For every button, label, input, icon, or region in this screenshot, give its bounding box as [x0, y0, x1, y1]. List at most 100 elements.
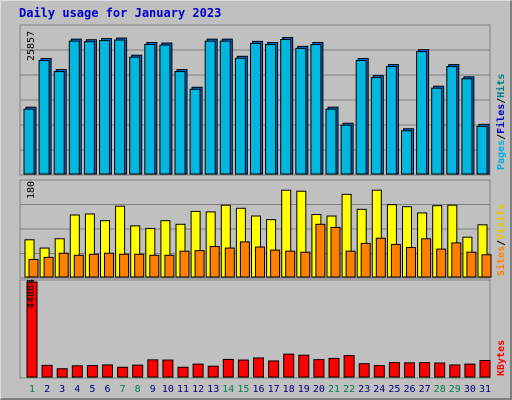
- kbytes-bar: [419, 362, 431, 378]
- day-label: 21: [328, 384, 340, 395]
- pages-bar: [325, 108, 337, 175]
- pages-bar: [310, 43, 322, 175]
- sites-bar: [73, 254, 84, 278]
- pages-bar: [174, 71, 186, 175]
- legend-sep-3: /: [496, 240, 507, 246]
- sites-bar: [360, 242, 371, 278]
- day-label: 29: [449, 384, 461, 395]
- day-label: 18: [283, 384, 295, 395]
- sites-bar: [345, 250, 356, 278]
- pages-bar: [250, 42, 261, 175]
- sites-bar: [164, 254, 175, 278]
- pages-bar: [23, 108, 35, 175]
- pages-bar: [355, 60, 367, 175]
- pages-bar: [53, 71, 65, 175]
- kbytes-bar: [147, 359, 159, 378]
- sites-bar: [406, 247, 416, 278]
- pages-bar: [340, 124, 352, 175]
- pages-bar: [219, 40, 231, 175]
- sites-bar: [255, 246, 265, 278]
- kbytes-bar: [328, 357, 340, 378]
- legend-top: Pages/Files/Hits: [495, 74, 507, 170]
- day-label: 10: [162, 384, 174, 395]
- day-label: 25: [388, 384, 400, 395]
- kbytes-bar: [237, 359, 249, 378]
- pages-bar: [476, 125, 488, 175]
- sites-bar: [421, 238, 432, 278]
- pages-bar: [114, 39, 126, 175]
- sites-bar: [330, 226, 341, 278]
- day-label: 28: [434, 384, 446, 395]
- mid-panel-bars: [24, 189, 492, 278]
- kbytes-bar: [162, 359, 174, 378]
- pages-bar: [68, 40, 80, 175]
- day-label: 3: [59, 384, 65, 395]
- sites-bar: [104, 252, 114, 278]
- sites-bar: [375, 237, 386, 278]
- sites-bar: [300, 251, 311, 278]
- chart-title: Daily usage for January 2023: [19, 6, 222, 20]
- sites-bar: [28, 258, 39, 278]
- kbytes-bar: [222, 358, 234, 378]
- kbytes-bar: [283, 353, 295, 378]
- legend-kbytes: KBytes: [496, 340, 507, 376]
- sites-bar: [209, 246, 220, 278]
- day-label: 14: [222, 384, 234, 395]
- kbytes-bar: [358, 363, 370, 378]
- day-label: 15: [237, 384, 249, 395]
- kbytes-bar: [56, 368, 68, 378]
- pages-bar: [446, 66, 458, 175]
- kbytes-bar: [207, 365, 219, 378]
- kbytes-bar: [253, 357, 264, 378]
- day-label: 23: [358, 384, 370, 395]
- kbytes-bar: [177, 366, 189, 378]
- day-axis-labels: 1 2 3 4 5 6 7 8 9 10 11 12 13 14 15 16 17 18 19 20 21 22 23 24 2…: [29, 384, 491, 395]
- legend-sep-2: /: [496, 98, 507, 104]
- legend-visits: Visits: [495, 204, 507, 240]
- sites-bar: [239, 241, 250, 278]
- kbytes-bar: [26, 281, 38, 378]
- day-label: 2: [44, 384, 50, 395]
- day-label: 30: [464, 384, 476, 395]
- kbytes-bar: [434, 362, 446, 378]
- day-label: 16: [252, 384, 264, 395]
- day-label: 26: [403, 384, 415, 395]
- sites-bar: [179, 250, 190, 278]
- kbytes-bar: [464, 363, 476, 378]
- legend-sites: Sites: [495, 246, 507, 276]
- sites-bar: [390, 243, 401, 278]
- legend-bot: KBytes: [496, 340, 507, 376]
- day-label: 11: [177, 384, 189, 395]
- sites-bar: [481, 254, 492, 278]
- pages-bar: [234, 57, 246, 175]
- bot-panel-max-tick: 44884: [26, 279, 37, 309]
- pages-bar: [189, 88, 201, 175]
- bot-panel-bars: [26, 281, 491, 378]
- kbytes-bar: [41, 364, 53, 378]
- day-label: 6: [104, 384, 110, 395]
- sites-bar: [451, 242, 462, 278]
- sites-bar: [466, 251, 477, 278]
- kbytes-bar: [192, 363, 204, 378]
- sites-bar: [134, 253, 145, 278]
- pages-bar: [144, 43, 156, 175]
- sites-bar: [43, 256, 54, 278]
- day-label: 1: [29, 384, 35, 395]
- top-panel-bars: [23, 37, 490, 175]
- sites-bar: [194, 250, 205, 278]
- pages-bar: [461, 78, 473, 175]
- top-panel-max-tick: 25857: [26, 31, 37, 61]
- day-label: 9: [150, 384, 156, 395]
- kbytes-bar: [313, 359, 325, 378]
- day-label: 20: [313, 384, 325, 395]
- pages-bar: [280, 39, 292, 175]
- day-label: 5: [89, 384, 95, 395]
- sites-bar: [149, 254, 160, 278]
- legend-hits: Hits: [495, 74, 507, 98]
- kbytes-bar: [117, 366, 129, 378]
- legend-mid: Sites/Visits: [495, 204, 507, 276]
- sites-bar: [436, 248, 447, 278]
- pages-bar: [83, 41, 95, 175]
- kbytes-bar: [71, 365, 83, 378]
